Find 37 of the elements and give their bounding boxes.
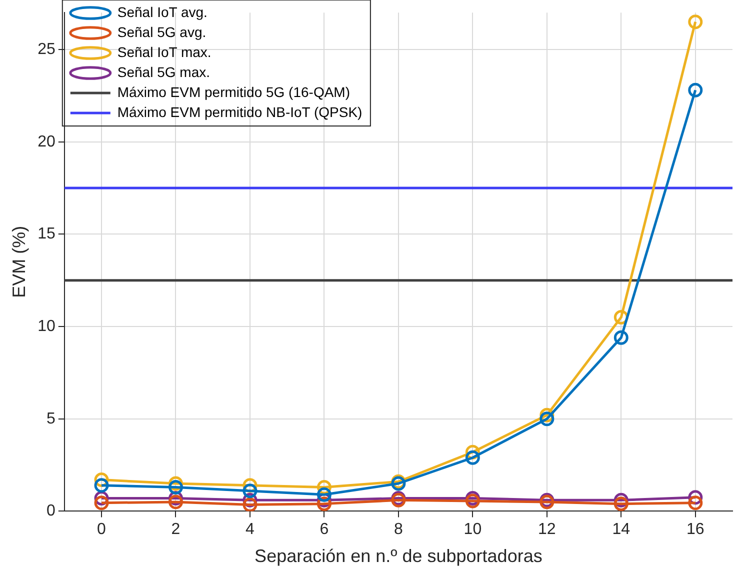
- x-tick-label: 14: [612, 521, 630, 538]
- point: [168, 480, 183, 494]
- y-tick-label: 10: [38, 318, 56, 335]
- point: [168, 494, 183, 510]
- point: [688, 496, 703, 510]
- y-tick-label: 5: [46, 410, 56, 428]
- legend-label: Señal IoT max.: [117, 44, 212, 60]
- legend-label: Señal 5G avg.: [117, 24, 206, 40]
- x-tick-label: 4: [246, 521, 255, 538]
- point: [94, 478, 109, 493]
- point: [94, 496, 109, 510]
- legend-label: Señal IoT avg.: [117, 4, 208, 20]
- x-tick-label: 6: [320, 521, 329, 538]
- point: [242, 484, 258, 498]
- y-axis-title: EVM (%): [8, 226, 29, 298]
- point: [614, 330, 628, 345]
- y-tick-label: 15: [38, 226, 56, 243]
- point: [688, 82, 703, 98]
- x-tick-label: 10: [464, 521, 482, 538]
- point: [540, 412, 554, 426]
- y-tick-label: 20: [38, 133, 56, 150]
- legend-label: Señal 5G max.: [117, 64, 210, 80]
- point: [465, 450, 480, 465]
- point: [614, 496, 628, 512]
- x-tick-label: 0: [97, 521, 106, 538]
- legend-label: Máximo EVM permitido NB-IoT (QPSK): [117, 104, 362, 120]
- point: [242, 497, 258, 512]
- point: [688, 14, 703, 30]
- y-tick-label: 0: [46, 502, 56, 520]
- x-tick-label: 16: [686, 521, 704, 538]
- legend-label: Máximo EVM permitido 5G (16-QAM): [117, 84, 350, 100]
- x-tick-label: 12: [538, 521, 556, 538]
- x-tick-label: 8: [394, 521, 403, 538]
- x-axis-title: Separación en n.º de subportadoras: [254, 546, 542, 566]
- point: [316, 487, 332, 502]
- y-tick-label: 25: [38, 40, 56, 58]
- x-tick-label: 2: [171, 521, 180, 538]
